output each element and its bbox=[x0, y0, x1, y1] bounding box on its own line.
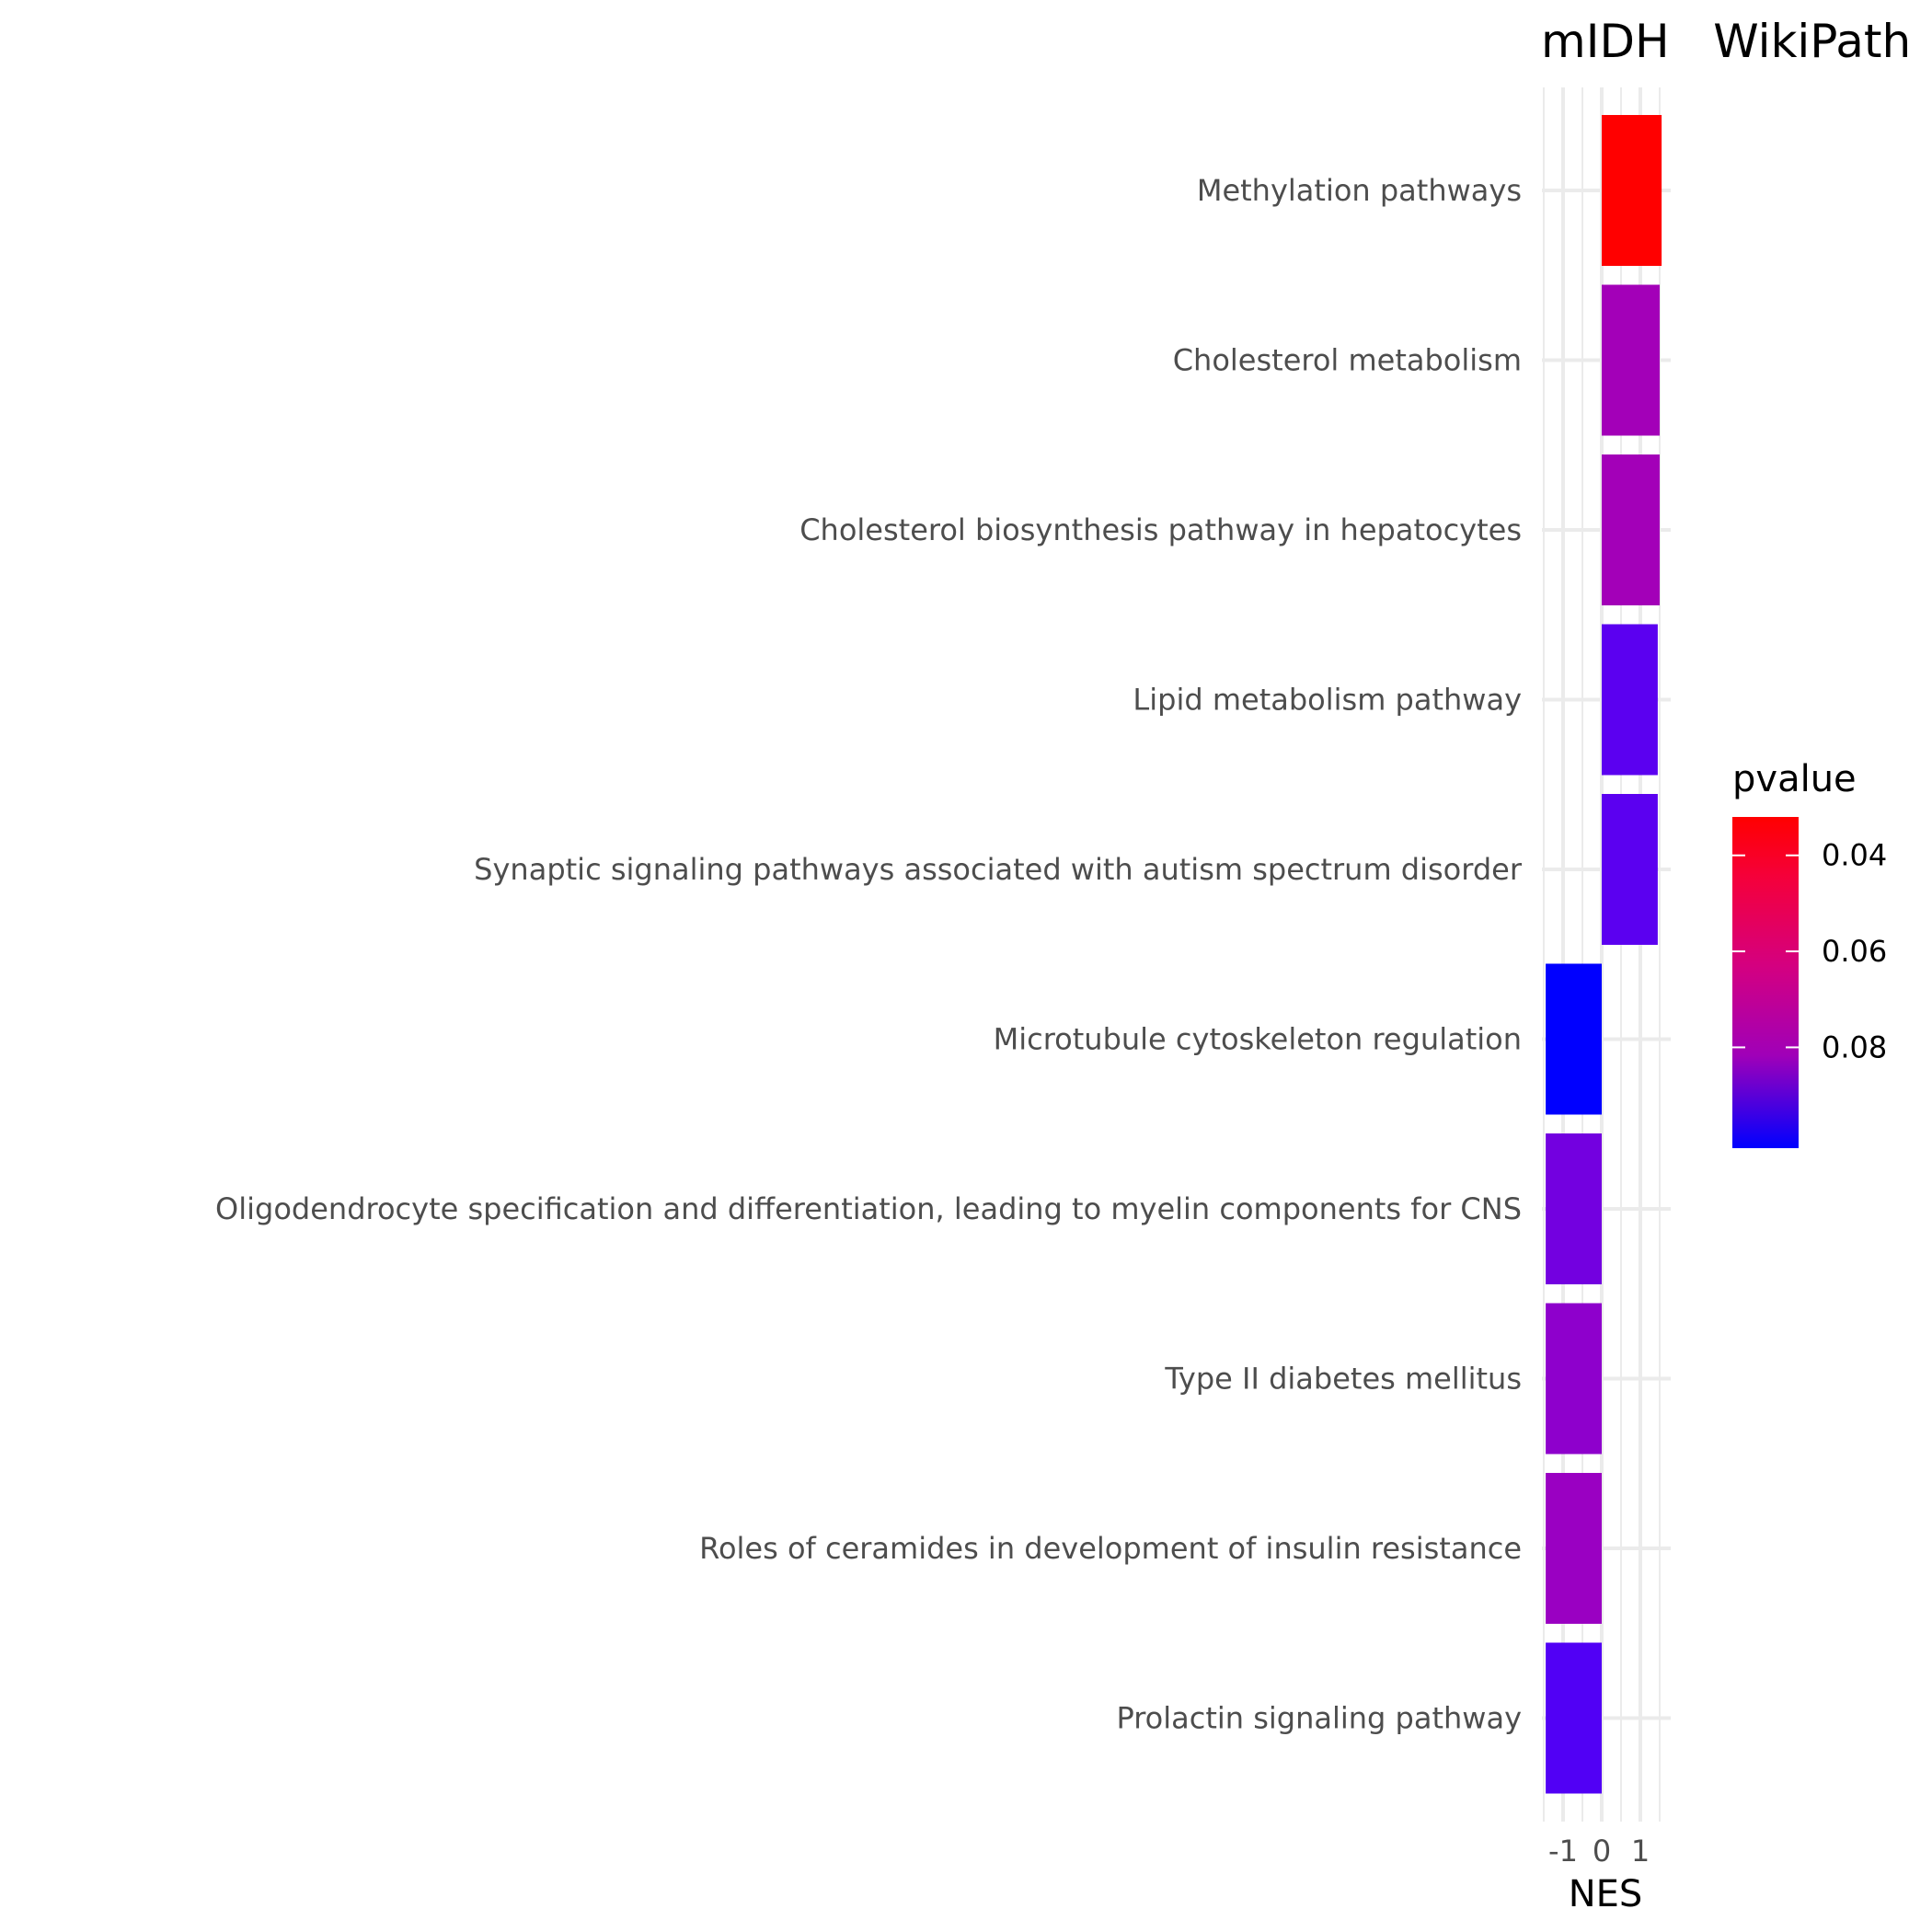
pvalue-legend: pvalue 0.04 0.06 0.08 bbox=[1732, 758, 1887, 1148]
x-axis-title: NES bbox=[1569, 1873, 1643, 1915]
x-tick-label: 1 bbox=[1631, 1834, 1650, 1869]
bar bbox=[1602, 454, 1660, 605]
x-tick-labels: -1 0 1 bbox=[1548, 1834, 1650, 1869]
category-label: Roles of ceramides in development of ins… bbox=[699, 1531, 1522, 1566]
bar bbox=[1602, 115, 1662, 266]
bars bbox=[1546, 115, 1662, 1794]
bar bbox=[1546, 1133, 1602, 1284]
category-label: Methylation pathways bbox=[1197, 173, 1522, 208]
legend-title: pvalue bbox=[1732, 758, 1857, 800]
bar bbox=[1602, 624, 1658, 776]
category-label: Microtubule cytoskeleton regulation bbox=[994, 1022, 1522, 1057]
x-tick-label: 0 bbox=[1593, 1834, 1611, 1869]
bar bbox=[1546, 1642, 1602, 1794]
chart-title: mIDH WikiPath bbox=[1541, 15, 1911, 68]
category-label: Cholesterol metabolism bbox=[1173, 343, 1522, 378]
category-label: Oligodendrocyte specification and differ… bbox=[215, 1191, 1522, 1226]
bar bbox=[1546, 963, 1602, 1115]
category-label: Prolactin signaling pathway bbox=[1116, 1701, 1522, 1736]
legend-tick-label: 0.08 bbox=[1822, 1029, 1887, 1064]
legend-colorbar bbox=[1732, 817, 1799, 1148]
bar bbox=[1546, 1303, 1602, 1455]
category-label: Synaptic signaling pathways associated w… bbox=[474, 852, 1523, 887]
bar bbox=[1546, 1473, 1602, 1624]
bar bbox=[1602, 284, 1660, 436]
category-label: Lipid metabolism pathway bbox=[1133, 683, 1522, 718]
bar bbox=[1602, 794, 1658, 945]
legend-tick-label: 0.06 bbox=[1822, 934, 1887, 969]
category-label: Type II diabetes mellitus bbox=[1164, 1362, 1522, 1397]
legend-tick-label: 0.04 bbox=[1822, 838, 1887, 873]
category-label: Cholesterol biosynthesis pathway in hepa… bbox=[799, 512, 1522, 547]
category-labels: Methylation pathways Cholesterol metaboli… bbox=[215, 173, 1523, 1736]
x-tick-label: -1 bbox=[1548, 1834, 1578, 1869]
legend-ticks: 0.04 0.06 0.08 bbox=[1732, 838, 1887, 1064]
